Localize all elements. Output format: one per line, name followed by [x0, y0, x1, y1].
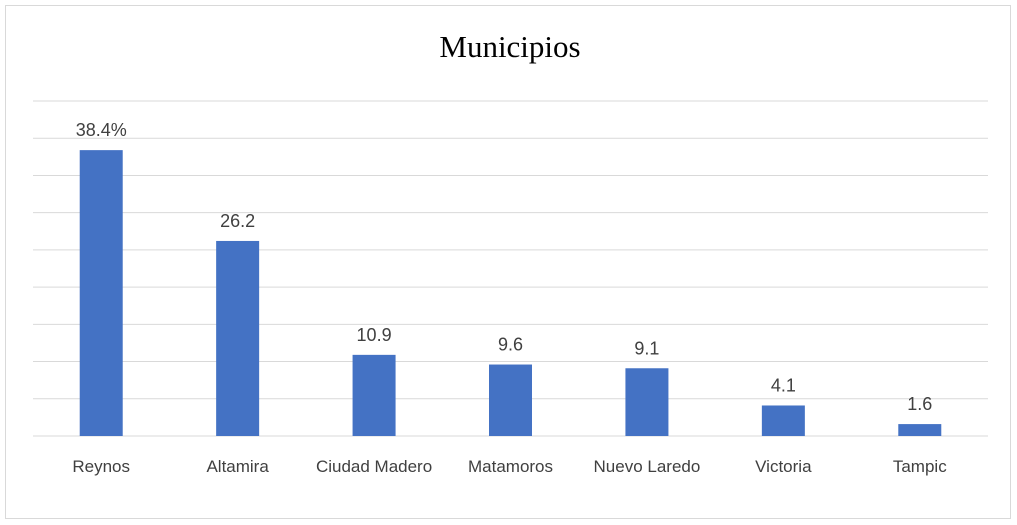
x-tick-label: Matamoros	[467, 457, 554, 476]
x-tick-label: Reynos	[72, 457, 131, 476]
x-tick-label: Altamira	[206, 457, 269, 476]
data-label: 9.6	[498, 335, 523, 355]
x-tick-label: Tampic	[892, 457, 947, 476]
data-label: 10.9	[357, 325, 392, 345]
bar	[489, 364, 532, 436]
chart-border	[5, 5, 1011, 519]
chart-title: Municipios	[439, 29, 580, 64]
x-tick-label: Nuevo Laredo	[593, 457, 701, 476]
x-tick-label: Ciudad Madero	[315, 457, 433, 476]
x-tick-label: Victoria	[755, 457, 812, 476]
data-label: 9.1	[634, 338, 659, 358]
data-label: 1.6	[907, 394, 932, 414]
data-label: 38.4%	[76, 120, 127, 140]
bar	[352, 354, 396, 436]
bar	[216, 240, 260, 436]
bar	[79, 150, 123, 436]
data-label: 4.1	[771, 375, 796, 395]
data-label: 26.2	[220, 211, 255, 231]
bar	[761, 405, 805, 436]
bar	[625, 368, 669, 436]
bar	[898, 424, 942, 436]
